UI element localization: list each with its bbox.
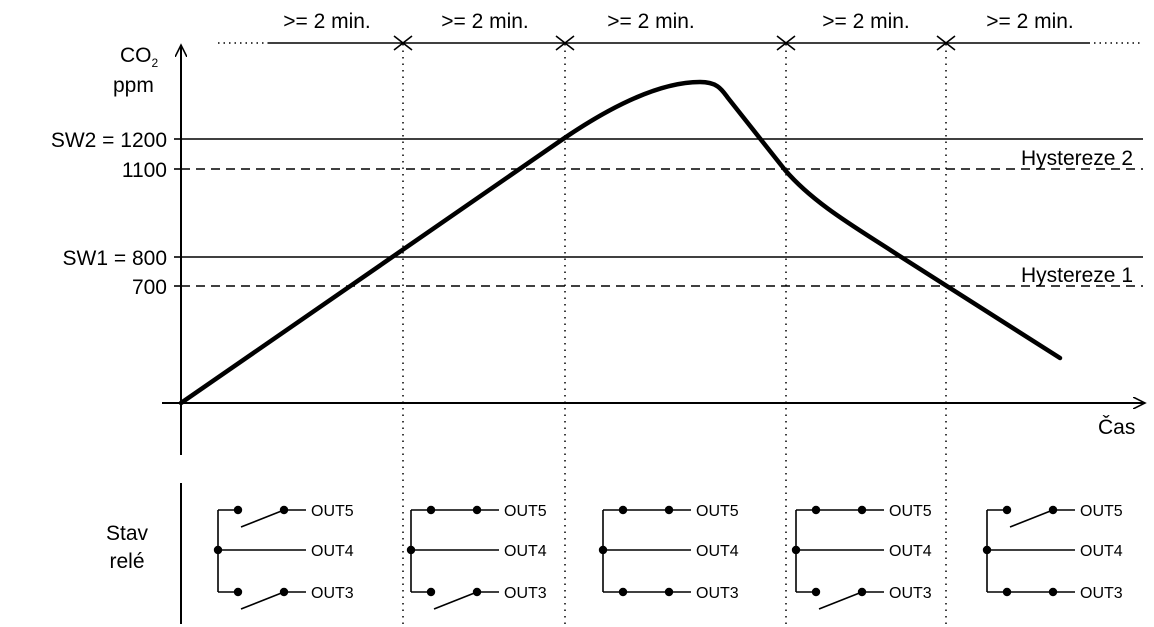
hysteresis-2-label: Hystereze 2: [1021, 147, 1133, 170]
relay-section-title: Stav: [106, 522, 149, 545]
relay-output-label: OUT3: [504, 585, 547, 602]
relay-output-label: OUT4: [1080, 543, 1123, 560]
relay-group: OUT5 OUT4 OUT3: [406, 503, 547, 610]
relay-output-label: OUT4: [504, 543, 547, 560]
relay-contact-dot: [811, 587, 821, 597]
relay-output-label: OUT3: [696, 585, 739, 602]
relay-output-label: OUT3: [889, 585, 932, 602]
timeline-marker: [393, 35, 413, 51]
relay-groups: OUT5OUT4OUT3OUT5OUT4OUT3OUT5OUT4OUT3OUT5…: [213, 503, 1123, 610]
relay-group: OUT5 OUT4 OUT3: [791, 503, 932, 610]
relay-switch-open: [240, 509, 285, 528]
y-axis-label: CO2: [120, 44, 159, 70]
relay-output-label: OUT4: [696, 543, 739, 560]
y-axis-unit: ppm: [113, 74, 154, 97]
relay-switch-open: [433, 591, 478, 610]
relay-output-label: OUT5: [1080, 503, 1123, 520]
relay-contact-dot: [1002, 505, 1012, 515]
relay-output-label: OUT5: [504, 503, 547, 520]
relay-output-label: OUT5: [311, 503, 354, 520]
relay-section-subtitle: relé: [109, 550, 144, 573]
relay-contact-dot: [426, 587, 436, 597]
level-label-1100: 1100: [122, 159, 167, 182]
relay-group: OUT5 OUT4 OUT3: [598, 503, 739, 602]
relay-contact-dot: [233, 505, 243, 515]
interval-label-2: >= 2 min.: [441, 10, 529, 33]
relay-group: OUT5 OUT4 OUT3: [982, 503, 1123, 602]
timeline-marker: [555, 35, 575, 51]
level-label-sw1: SW1 = 800: [63, 247, 167, 270]
interval-label-4: >= 2 min.: [822, 10, 910, 33]
timeline-marker: [776, 35, 796, 51]
timeline-marker: [936, 35, 956, 51]
relay-contact-dot: [233, 587, 243, 597]
interval-label-5: >= 2 min.: [986, 10, 1074, 33]
relay-group: OUT5 OUT4 OUT3: [213, 503, 354, 610]
relay-output-label: OUT5: [696, 503, 739, 520]
level-label-sw2: SW2 = 1200: [51, 129, 167, 152]
relay-switch-open: [1009, 509, 1054, 528]
timeline-markers: [393, 35, 956, 51]
co2-curve: [178, 79, 1063, 406]
x-axis-label: Čas: [1098, 416, 1135, 439]
relay-output-label: OUT3: [311, 585, 354, 602]
interval-label-3: >= 2 min.: [607, 10, 695, 33]
relay-switch-open: [818, 591, 863, 610]
hysteresis-1-label: Hystereze 1: [1021, 264, 1133, 287]
relay-output-label: OUT3: [1080, 585, 1123, 602]
interval-label-1: >= 2 min.: [283, 10, 371, 33]
relay-output-label: OUT5: [889, 503, 932, 520]
level-label-700: 700: [132, 276, 167, 299]
relay-switch-open: [240, 591, 285, 610]
relay-output-label: OUT4: [889, 543, 932, 560]
relay-output-label: OUT4: [311, 543, 354, 560]
